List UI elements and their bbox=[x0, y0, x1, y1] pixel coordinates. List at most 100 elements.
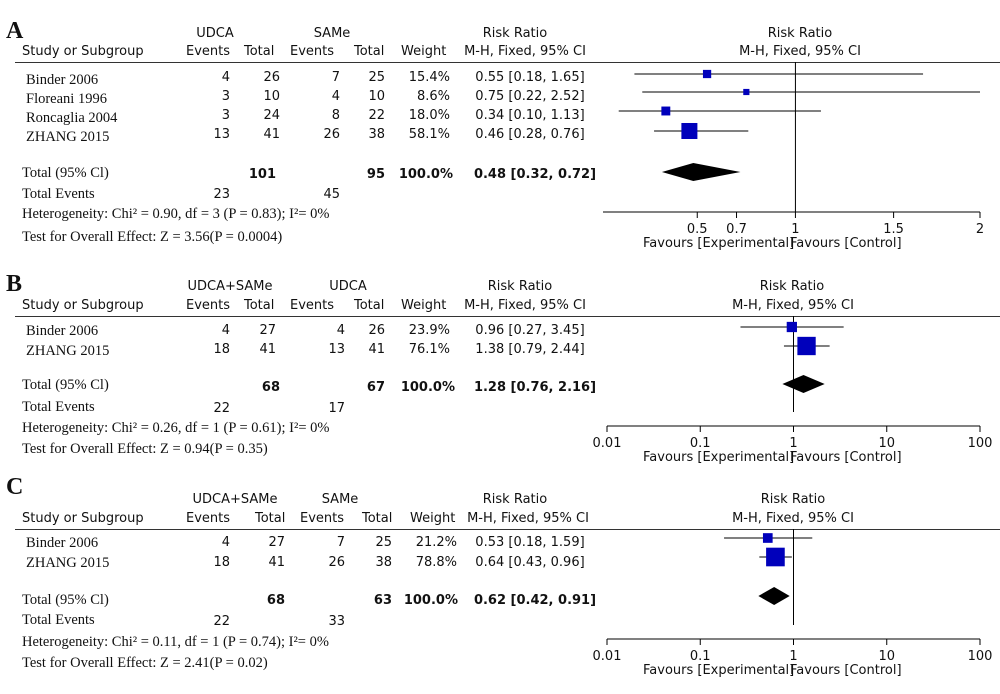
header-divider bbox=[15, 529, 1000, 530]
events1-header: Events bbox=[186, 298, 231, 313]
ci-cell: 0.75 [0.22, 2.52] bbox=[475, 89, 585, 104]
events1-cell: 3 bbox=[221, 108, 230, 123]
rr-header: Risk Ratio bbox=[482, 26, 548, 41]
ci-cell: 0.55 [0.18, 1.65] bbox=[475, 70, 585, 85]
events1-total: 22 bbox=[213, 614, 230, 629]
events1-cell: 4 bbox=[221, 535, 230, 550]
x-tick-label: 100 bbox=[968, 436, 993, 451]
events2-cell: 13 bbox=[328, 342, 345, 357]
total1-header: Total bbox=[255, 511, 286, 526]
weight-cell: 58.1% bbox=[408, 127, 450, 142]
ci-cell: 0.96 [0.27, 3.45] bbox=[475, 323, 585, 338]
study-effect-square bbox=[762, 533, 773, 543]
events2-cell: 26 bbox=[323, 127, 340, 142]
ci-cell: 1.38 [0.79, 2.44] bbox=[475, 342, 585, 357]
total1-header: Total bbox=[244, 44, 275, 59]
study-effect-square bbox=[766, 547, 785, 567]
ci-cell: 0.46 [0.28, 0.76] bbox=[475, 127, 585, 142]
total2-cell: 25 bbox=[368, 70, 385, 85]
events2-cell: 7 bbox=[331, 70, 340, 85]
rr-plot-method-header: M-H, Fixed, 95% CI bbox=[732, 511, 854, 526]
study-name: Binder 2006 bbox=[26, 72, 99, 88]
weight-cell: 18.0% bbox=[408, 108, 450, 123]
events1-total: 23 bbox=[213, 187, 230, 202]
favours-control: Favours [Control] bbox=[790, 450, 902, 465]
pooled-effect-diamond bbox=[758, 587, 790, 605]
x-tick-label: 0.1 bbox=[690, 649, 711, 664]
study-column-header: Study or Subgroup bbox=[22, 44, 144, 59]
events2-total: 17 bbox=[328, 401, 345, 416]
weight-cell: 23.9% bbox=[408, 323, 450, 338]
group2-header: SAMe bbox=[313, 26, 351, 41]
total2-cell: 26 bbox=[368, 323, 385, 338]
events2-cell: 8 bbox=[331, 108, 340, 123]
total2-value: 95 bbox=[366, 167, 385, 182]
events1-cell: 4 bbox=[221, 323, 230, 338]
events1-cell: 18 bbox=[213, 342, 230, 357]
weight-cell: 76.1% bbox=[408, 342, 450, 357]
weight-cell: 21.2% bbox=[415, 535, 457, 550]
group1-header: UDCA+SAMe bbox=[192, 492, 278, 507]
heterogeneity-text: Heterogeneity: Chi² = 0.11, df = 1 (P = … bbox=[22, 634, 329, 650]
weight-header: Weight bbox=[401, 298, 447, 313]
total2-header: Total bbox=[354, 44, 385, 59]
panel-letter: A bbox=[6, 18, 24, 44]
forest-plot: 0.01 0.1 1 10 100 bbox=[593, 316, 993, 451]
ci-cell: 0.64 [0.43, 0.96] bbox=[475, 555, 585, 570]
heterogeneity-text: Heterogeneity: Chi² = 0.90, df = 3 (P = … bbox=[22, 206, 330, 222]
total1-cell: 41 bbox=[268, 555, 285, 570]
total-label: Total (95% Cl) bbox=[22, 592, 109, 608]
total-events-label: Total Events bbox=[22, 186, 95, 202]
events1-total: 22 bbox=[213, 401, 230, 416]
x-tick-label: 10 bbox=[878, 649, 895, 664]
ci-cell: 0.34 [0.10, 1.13] bbox=[475, 108, 585, 123]
total-weight: 100.0% bbox=[398, 167, 453, 182]
events2-cell: 7 bbox=[336, 535, 345, 550]
total1-cell: 26 bbox=[263, 70, 280, 85]
total1-cell: 24 bbox=[263, 108, 280, 123]
x-tick-label: 10 bbox=[878, 436, 895, 451]
events1-cell: 3 bbox=[221, 89, 230, 104]
ci-cell: 0.53 [0.18, 1.59] bbox=[475, 535, 585, 550]
x-tick-label: 0.7 bbox=[726, 222, 747, 237]
x-tick-label: 0.01 bbox=[593, 436, 622, 451]
total-label: Total (95% Cl) bbox=[22, 165, 109, 181]
rr-header: Risk Ratio bbox=[482, 492, 548, 507]
total-label: Total (95% Cl) bbox=[22, 377, 109, 393]
weight-header: Weight bbox=[401, 44, 447, 59]
study-name: ZHANG 2015 bbox=[26, 343, 110, 359]
events2-header: Events bbox=[290, 44, 335, 59]
header-divider bbox=[15, 316, 1000, 317]
favours-control: Favours [Control] bbox=[790, 236, 902, 251]
total1-header: Total bbox=[244, 298, 275, 313]
x-tick-label: 1 bbox=[789, 649, 797, 664]
x-tick-label: 1 bbox=[789, 436, 797, 451]
study-effect-square bbox=[702, 69, 712, 79]
total1-cell: 27 bbox=[268, 535, 285, 550]
rr-method-header: M-H, Fixed, 95% CI bbox=[464, 298, 586, 313]
total1-value: 68 bbox=[261, 380, 280, 395]
total1-cell: 41 bbox=[259, 342, 276, 357]
rr-plot-header: Risk Ratio bbox=[767, 26, 833, 41]
forest-plot: 0.5 0.7 1 1.5 2 bbox=[603, 62, 984, 237]
heterogeneity-text: Heterogeneity: Chi² = 0.26, df = 1 (P = … bbox=[22, 420, 330, 436]
x-tick-label: 0.01 bbox=[593, 649, 622, 664]
total2-value: 67 bbox=[366, 380, 385, 395]
study-name: Binder 2006 bbox=[26, 535, 99, 551]
total-weight: 100.0% bbox=[403, 593, 458, 608]
weight-cell: 78.8% bbox=[415, 555, 457, 570]
panel-b: B UDCA+SAMe UDCA Risk Ratio Risk Ratio S… bbox=[6, 271, 1000, 465]
total-ci: 0.48 [0.32, 0.72] bbox=[473, 167, 597, 182]
study-name: ZHANG 2015 bbox=[26, 555, 110, 571]
overall-effect-text: Test for Overall Effect: Z = 0.94(P = 0.… bbox=[22, 441, 268, 457]
study-name: Floreani 1996 bbox=[26, 91, 107, 107]
rr-method-header: M-H, Fixed, 95% CI bbox=[464, 44, 586, 59]
pooled-effect-diamond bbox=[661, 163, 741, 181]
events1-cell: 4 bbox=[221, 70, 230, 85]
rr-plot-header: Risk Ratio bbox=[760, 492, 826, 507]
total2-cell: 38 bbox=[368, 127, 385, 142]
events2-total: 45 bbox=[323, 187, 340, 202]
weight-header: Weight bbox=[410, 511, 456, 526]
events1-cell: 13 bbox=[213, 127, 230, 142]
total-ci: 0.62 [0.42, 0.91] bbox=[473, 593, 597, 608]
